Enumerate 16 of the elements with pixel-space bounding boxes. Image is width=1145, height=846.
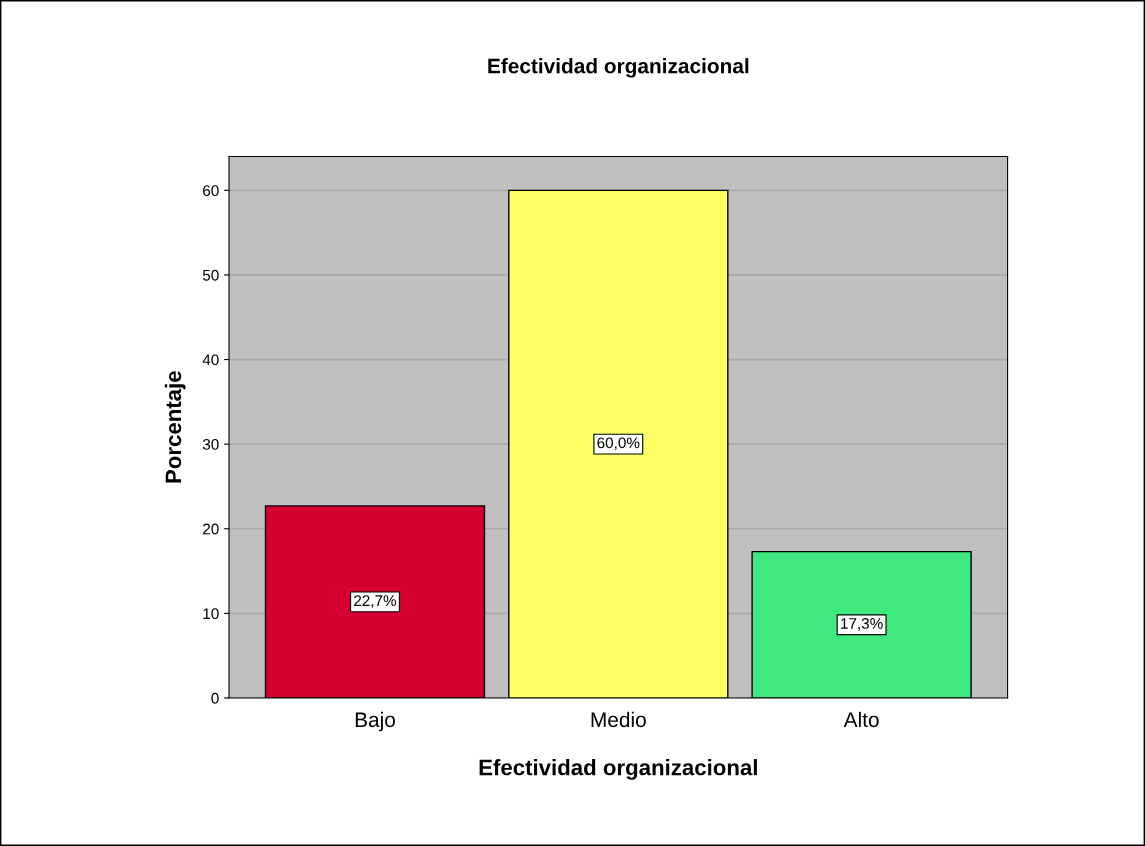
y-tick-label: 40 xyxy=(202,354,219,366)
y-tick-label: 20 xyxy=(203,523,219,535)
data-label: 17,3% xyxy=(841,618,883,631)
y-tick-label: 50 xyxy=(202,269,219,281)
data-label: 22,7% xyxy=(354,595,397,608)
data-label: 60,0% xyxy=(597,437,640,451)
y-tick-label: 10 xyxy=(203,608,219,620)
x-tick-label: Alto xyxy=(843,711,879,728)
y-tick-label: 0 xyxy=(211,692,219,704)
y-axis-title: Porcentaje xyxy=(164,371,186,483)
x-axis-title: Efectividad organizacional xyxy=(479,759,757,780)
chart-title: Efectividad organizacional xyxy=(488,58,749,78)
x-tick-label: Bajo xyxy=(355,711,395,732)
y-tick-label: 60 xyxy=(203,185,219,197)
x-tick-label: Medio xyxy=(591,711,646,728)
y-tick-label: 30 xyxy=(202,439,219,450)
